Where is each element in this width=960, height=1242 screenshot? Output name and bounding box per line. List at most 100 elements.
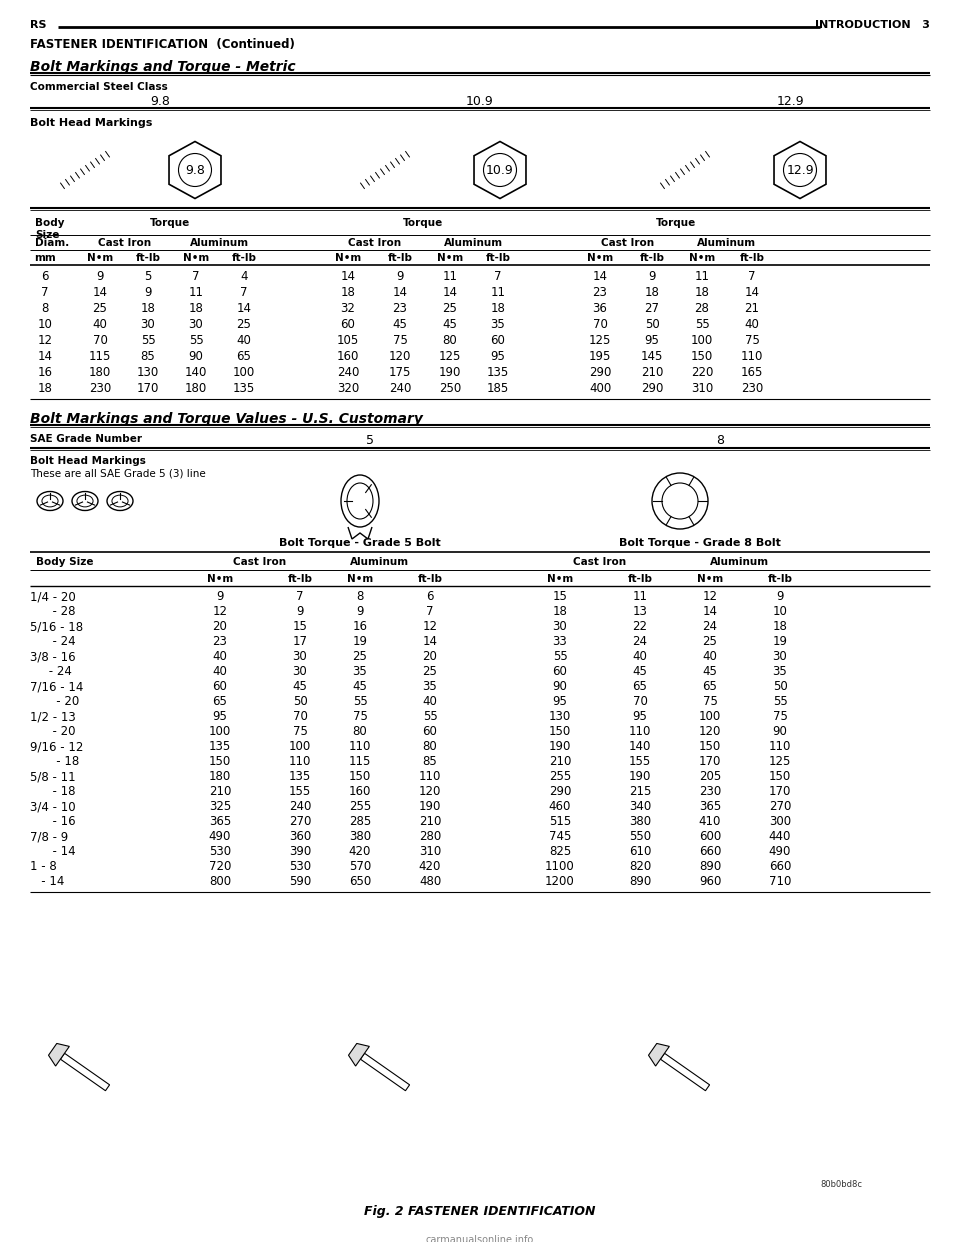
- Text: Aluminum: Aluminum: [190, 238, 250, 248]
- Text: 30: 30: [553, 620, 567, 633]
- Text: 14: 14: [443, 286, 458, 299]
- Text: ft-lb: ft-lb: [739, 253, 764, 263]
- Text: 890: 890: [629, 876, 651, 888]
- Text: 95: 95: [644, 334, 660, 347]
- Text: 820: 820: [629, 859, 651, 873]
- Text: 7: 7: [748, 270, 756, 283]
- Text: 18: 18: [644, 286, 660, 299]
- Text: 24: 24: [703, 620, 717, 633]
- Text: 230: 230: [699, 785, 721, 799]
- Text: 100: 100: [233, 366, 255, 379]
- Text: 40: 40: [212, 664, 228, 678]
- Text: 55: 55: [140, 334, 156, 347]
- Text: 380: 380: [629, 815, 651, 828]
- Text: 60: 60: [553, 664, 567, 678]
- Text: These are all SAE Grade 5 (3) line: These are all SAE Grade 5 (3) line: [30, 469, 205, 479]
- Text: 320: 320: [337, 383, 359, 395]
- Text: Aluminum: Aluminum: [350, 556, 410, 568]
- Text: 155: 155: [629, 755, 651, 768]
- Text: Bolt Markings and Torque - Metric: Bolt Markings and Torque - Metric: [30, 60, 296, 75]
- Text: 110: 110: [419, 770, 442, 782]
- Text: 170: 170: [769, 785, 791, 799]
- Text: 190: 190: [629, 770, 651, 782]
- Text: 95: 95: [633, 710, 647, 723]
- Text: 18: 18: [695, 286, 709, 299]
- Text: 12: 12: [212, 605, 228, 619]
- Text: 420: 420: [348, 845, 372, 858]
- Text: Bolt Torque - Grade 8 Bolt: Bolt Torque - Grade 8 Bolt: [619, 538, 780, 548]
- Text: 45: 45: [633, 664, 647, 678]
- Text: 190: 190: [439, 366, 461, 379]
- Text: 45: 45: [703, 664, 717, 678]
- Text: - 14: - 14: [30, 845, 76, 858]
- Text: 50: 50: [773, 681, 787, 693]
- Text: 7: 7: [41, 286, 49, 299]
- Text: Aluminum: Aluminum: [697, 238, 756, 248]
- Text: 90: 90: [553, 681, 567, 693]
- Text: 8: 8: [41, 302, 49, 315]
- Text: 18: 18: [140, 302, 156, 315]
- Text: 280: 280: [419, 830, 442, 843]
- Text: 75: 75: [352, 710, 368, 723]
- Text: Torque: Torque: [150, 219, 190, 229]
- Text: 55: 55: [553, 650, 567, 663]
- Text: 120: 120: [419, 785, 442, 799]
- Text: 60: 60: [212, 681, 228, 693]
- Text: 23: 23: [592, 286, 608, 299]
- Text: 55: 55: [695, 318, 709, 332]
- Polygon shape: [649, 1043, 669, 1066]
- Text: 110: 110: [741, 350, 763, 363]
- Text: 75: 75: [393, 334, 407, 347]
- Text: 180: 180: [89, 366, 111, 379]
- Text: - 18: - 18: [30, 785, 76, 799]
- Text: Cast Iron: Cast Iron: [233, 556, 287, 568]
- Text: 30: 30: [140, 318, 156, 332]
- Text: 55: 55: [352, 696, 368, 708]
- Text: 85: 85: [422, 755, 438, 768]
- Ellipse shape: [72, 492, 98, 510]
- Text: 8: 8: [716, 433, 724, 447]
- Text: Torque: Torque: [656, 219, 696, 229]
- Text: 160: 160: [337, 350, 359, 363]
- Text: - 16: - 16: [30, 815, 76, 828]
- Text: 150: 150: [691, 350, 713, 363]
- Text: 18: 18: [773, 620, 787, 633]
- Text: 140: 140: [185, 366, 207, 379]
- Text: 100: 100: [699, 710, 721, 723]
- Text: 650: 650: [348, 876, 372, 888]
- Text: 9: 9: [777, 590, 783, 604]
- Text: 9: 9: [144, 286, 152, 299]
- Text: 230: 230: [741, 383, 763, 395]
- Text: 125: 125: [439, 350, 461, 363]
- Text: 300: 300: [769, 815, 791, 828]
- Text: SAE Grade Number: SAE Grade Number: [30, 433, 142, 443]
- Text: Bolt Torque - Grade 5 Bolt: Bolt Torque - Grade 5 Bolt: [279, 538, 441, 548]
- Text: 590: 590: [289, 876, 311, 888]
- Text: 65: 65: [236, 350, 252, 363]
- Text: 410: 410: [699, 815, 721, 828]
- Text: 23: 23: [212, 635, 228, 648]
- Text: 14: 14: [703, 605, 717, 619]
- Text: 205: 205: [699, 770, 721, 782]
- Text: 210: 210: [641, 366, 663, 379]
- Text: 9: 9: [396, 270, 404, 283]
- Text: 5/16 - 18: 5/16 - 18: [30, 620, 84, 633]
- Text: 150: 150: [699, 740, 721, 753]
- Text: 115: 115: [348, 755, 372, 768]
- Text: 16: 16: [352, 620, 368, 633]
- Text: 23: 23: [393, 302, 407, 315]
- Polygon shape: [169, 142, 221, 199]
- Text: Commercial Steel Class: Commercial Steel Class: [30, 82, 168, 92]
- Text: 11: 11: [694, 270, 709, 283]
- Text: INTRODUCTION   3: INTRODUCTION 3: [815, 20, 930, 30]
- Text: 14: 14: [422, 635, 438, 648]
- Text: 7: 7: [240, 286, 248, 299]
- Text: - 24: - 24: [30, 664, 72, 678]
- Text: 18: 18: [37, 383, 53, 395]
- Text: N•m: N•m: [335, 253, 361, 263]
- Text: 490: 490: [769, 845, 791, 858]
- Text: 12.9: 12.9: [777, 94, 804, 108]
- Circle shape: [179, 154, 211, 186]
- Text: 240: 240: [337, 366, 359, 379]
- Text: 35: 35: [773, 664, 787, 678]
